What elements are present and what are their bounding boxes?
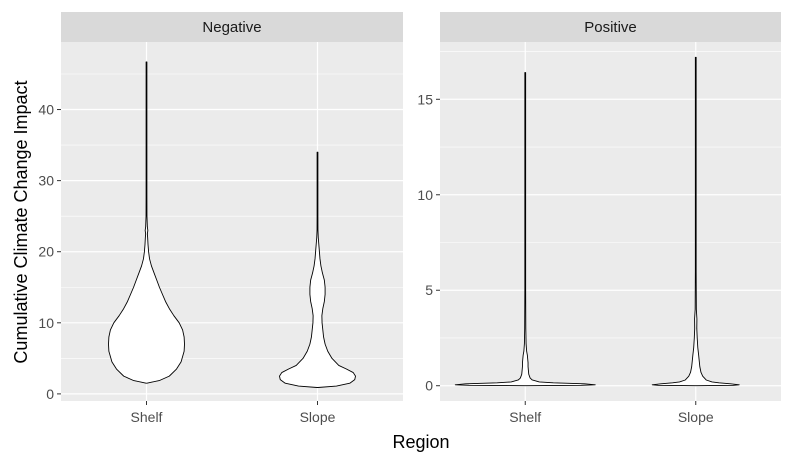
- panel-background: [440, 42, 781, 401]
- y-tick-label: 0: [46, 386, 54, 402]
- y-tick-label: 15: [417, 91, 433, 107]
- facet-strip-label: Negative: [202, 19, 261, 36]
- facet-strip: [61, 12, 403, 42]
- y-tick-label: 10: [417, 187, 433, 203]
- y-axis-title: Cumulative Climate Change Impact: [11, 80, 31, 363]
- y-tick-label: 20: [38, 244, 54, 260]
- x-tick-label: Shelf: [131, 409, 163, 425]
- y-tick-label: 30: [38, 173, 54, 189]
- y-tick-label: 10: [38, 315, 54, 331]
- x-axis-title: Region: [392, 432, 449, 452]
- x-tick-label: Slope: [678, 409, 714, 425]
- x-tick-label: Slope: [300, 409, 336, 425]
- violin-positive-shelf: [454, 72, 596, 387]
- y-tick-label: 40: [38, 102, 54, 118]
- facet-strip-label: Positive: [584, 19, 637, 36]
- violin-negative-shelf: [108, 61, 185, 384]
- y-tick-label: 0: [425, 378, 433, 394]
- facet-negative: Negative 0 10 20 30 40 Shelf Slope: [38, 12, 403, 425]
- x-tick-label: Shelf: [509, 409, 541, 425]
- y-tick-label: 5: [425, 282, 433, 298]
- facet-strip: [440, 12, 781, 42]
- violin-negative-slope: [279, 151, 356, 388]
- violin-positive-slope: [651, 56, 740, 387]
- facet-positive: Positive 0 5 10 15 Shelf Slope: [417, 12, 781, 425]
